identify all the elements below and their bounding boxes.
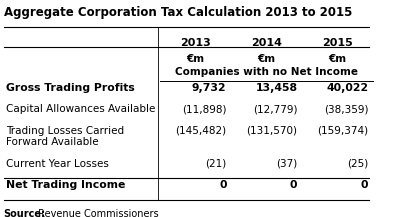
Text: (145,482): (145,482) (175, 126, 226, 136)
Text: (11,898): (11,898) (182, 104, 226, 114)
Text: 40,022: 40,022 (326, 83, 368, 93)
Text: €m: €m (257, 54, 275, 64)
Text: 2014: 2014 (251, 38, 282, 48)
Text: Gross Trading Profits: Gross Trading Profits (6, 83, 134, 93)
Text: 0: 0 (219, 180, 226, 190)
Text: 0: 0 (290, 180, 297, 190)
Text: Current Year Losses: Current Year Losses (6, 159, 109, 169)
Text: €m: €m (328, 54, 346, 64)
Text: Companies with no Net Income: Companies with no Net Income (175, 67, 358, 77)
Text: Source:: Source: (4, 209, 46, 217)
Text: 2015: 2015 (322, 38, 353, 48)
Text: Trading Losses Carried
Forward Available: Trading Losses Carried Forward Available (6, 126, 124, 147)
Text: (159,374): (159,374) (317, 126, 368, 136)
Text: €m: €m (186, 54, 205, 64)
Text: (21): (21) (205, 159, 226, 169)
Text: (38,359): (38,359) (324, 104, 368, 114)
Text: Aggregate Corporation Tax Calculation 2013 to 2015: Aggregate Corporation Tax Calculation 20… (4, 6, 352, 19)
Text: 0: 0 (361, 180, 368, 190)
Text: Revenue Commissioners: Revenue Commissioners (35, 209, 158, 217)
Text: Capital Allowances Available: Capital Allowances Available (6, 104, 155, 114)
Text: (131,570): (131,570) (246, 126, 297, 136)
Text: Net Trading Income: Net Trading Income (6, 180, 125, 190)
Text: 2013: 2013 (180, 38, 211, 48)
Text: 13,458: 13,458 (255, 83, 297, 93)
Text: (37): (37) (276, 159, 297, 169)
Text: (25): (25) (347, 159, 368, 169)
Text: (12,779): (12,779) (253, 104, 297, 114)
Text: 9,732: 9,732 (192, 83, 226, 93)
